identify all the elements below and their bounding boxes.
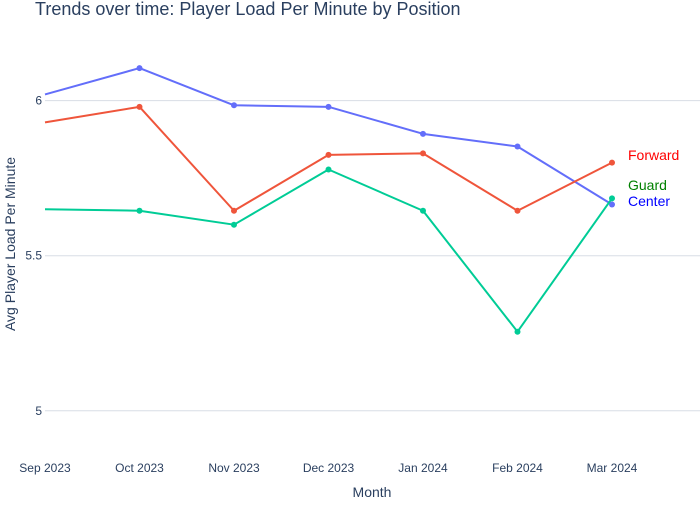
data-point-forward — [420, 150, 426, 157]
data-point-guard — [325, 166, 332, 173]
x-tick-labels: Sep 2023 Oct 2023 Nov 2023 Dec 2023 Jan 2024… — [19, 461, 637, 475]
data-point-guard — [420, 207, 426, 214]
data-point-forward — [325, 151, 332, 158]
series-labels: Center Forward Guard — [628, 147, 679, 209]
y-axis-title: Avg Player Load Per Minute — [2, 157, 18, 331]
data-point-center — [231, 102, 237, 109]
series-label-forward: Forward — [628, 147, 679, 163]
y-tick-label: 6 — [35, 94, 42, 108]
x-tick-label: Jan 2024 — [398, 461, 448, 475]
series-line-forward — [44, 105, 613, 212]
gridlines — [45, 100, 700, 412]
x-tick-label: Feb 2024 — [492, 461, 543, 475]
series-lines — [44, 65, 615, 335]
data-point-forward — [609, 159, 615, 166]
x-tick-label: Dec 2023 — [303, 461, 355, 475]
data-point-center — [136, 65, 143, 72]
data-point-guard — [231, 221, 237, 228]
data-point-center — [420, 130, 426, 137]
x-tick-label: Oct 2023 — [115, 461, 164, 475]
y-tick-label: 5.5 — [25, 249, 42, 263]
y-tick-label: 5 — [35, 404, 42, 418]
series-label-center: Center — [628, 193, 670, 209]
x-tick-label: Sep 2023 — [19, 461, 71, 475]
x-tick-label: Nov 2023 — [208, 461, 260, 475]
x-tick-label: Mar 2024 — [587, 461, 638, 475]
series-line-guard — [44, 168, 613, 333]
data-point-guard — [609, 195, 615, 202]
y-tick-labels: 55.56 — [25, 94, 42, 418]
x-axis-title: Month — [353, 484, 392, 500]
data-point-guard — [136, 207, 143, 214]
data-point-forward — [514, 207, 521, 214]
chart-title: Trends over time: Player Load Per Minute… — [35, 0, 461, 19]
data-point-forward — [136, 103, 143, 110]
data-point-forward — [231, 207, 237, 214]
data-point-center — [609, 201, 615, 208]
data-point-center — [325, 103, 332, 110]
data-point-center — [514, 143, 521, 150]
data-point-guard — [514, 328, 521, 335]
series-label-guard: Guard — [628, 177, 667, 193]
series-line-center — [44, 67, 613, 206]
